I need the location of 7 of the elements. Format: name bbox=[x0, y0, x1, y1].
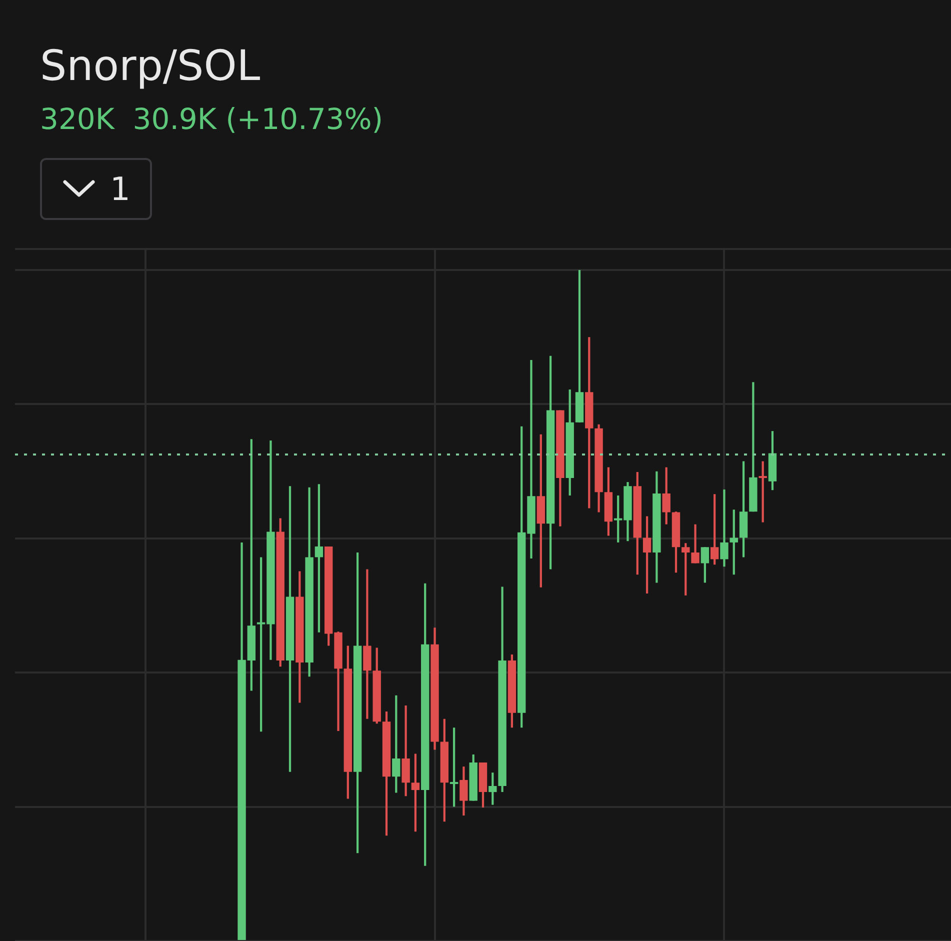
chart-subtitle: 320K 30.9K (+10.73%) bbox=[40, 102, 384, 136]
dropdown-button: 1 bbox=[40, 158, 152, 220]
candlestick bbox=[720, 489, 728, 567]
chart-title: Snorp/SOL bbox=[40, 40, 262, 92]
candlestick bbox=[758, 461, 767, 522]
candlestick bbox=[363, 569, 372, 719]
candlestick bbox=[450, 728, 458, 807]
